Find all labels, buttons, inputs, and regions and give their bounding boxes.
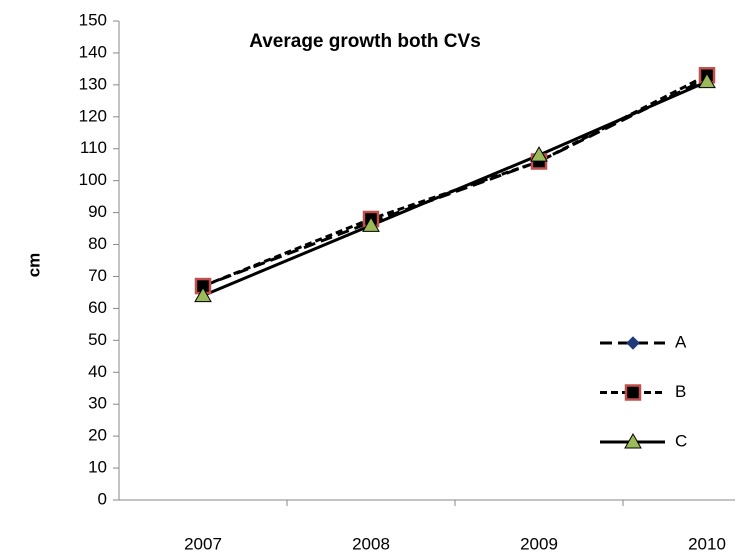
x-tick-label: 2008 (352, 534, 390, 553)
legend-label: A (675, 332, 687, 351)
y-tick-label: 40 (88, 362, 107, 381)
y-tick-label: 30 (88, 394, 107, 413)
y-tick-label: 120 (79, 106, 107, 125)
series-marker (194, 286, 212, 303)
legend-label: B (675, 382, 686, 401)
y-tick-label: 60 (88, 298, 107, 317)
x-tick-label: 2007 (184, 534, 222, 553)
y-tick-label: 130 (79, 74, 107, 93)
y-tick-label: 10 (88, 458, 107, 477)
legend-marker (624, 384, 642, 401)
series-marker (530, 146, 548, 162)
y-tick-label: 100 (79, 170, 107, 189)
y-tick-label: 80 (88, 234, 107, 253)
series-marker (362, 216, 380, 232)
y-axis-label: cm (24, 253, 43, 278)
series-line (202, 73, 708, 288)
y-tick-label: 150 (79, 10, 107, 29)
y-tick-label: 90 (88, 202, 107, 221)
y-tick-label: 20 (88, 426, 107, 445)
legend-label: C (675, 431, 687, 450)
y-tick-label: 0 (98, 489, 107, 508)
y-tick-label: 110 (80, 138, 107, 157)
legend-marker (626, 336, 640, 350)
x-tick-label: 2009 (520, 534, 558, 553)
y-tick-label: 50 (88, 330, 107, 349)
legend-marker (624, 432, 642, 449)
x-tick-label: 2010 (688, 534, 726, 553)
series-line (202, 80, 708, 298)
chart-title: Average growth both CVs (249, 31, 481, 52)
y-tick-label: 70 (88, 266, 107, 285)
y-tick-label: 140 (79, 42, 107, 61)
series-marker (698, 72, 716, 89)
